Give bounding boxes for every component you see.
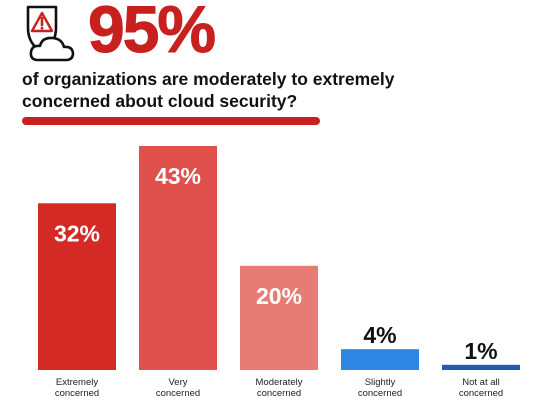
bar	[240, 265, 318, 370]
category-tick-label: Moderately	[256, 377, 303, 388]
category-tick-label: concerned	[459, 388, 503, 399]
bar-value-label: 4%	[363, 322, 396, 348]
bar-value-label: 1%	[464, 338, 497, 364]
bar	[341, 349, 419, 370]
bar-value-label: 20%	[256, 283, 302, 309]
headline-percentage: 95%	[87, 0, 216, 67]
category-tick-label: concerned	[55, 388, 99, 399]
category-tick-label: concerned	[156, 388, 200, 399]
bar-value-label: 32%	[54, 220, 100, 246]
category-tick-label: Slightly	[365, 377, 396, 388]
divider-bar	[22, 117, 320, 125]
category-tick-label: concerned	[257, 388, 301, 399]
subheadline: of organizations are moderately to extre…	[22, 69, 395, 111]
shield-warning-cloud-icon	[26, 5, 75, 62]
bar	[442, 364, 520, 370]
category-tick-label: Extremely	[56, 377, 98, 388]
bar-value-label: 43%	[155, 163, 201, 189]
category-tick-label: Very	[168, 377, 187, 388]
bar	[38, 203, 116, 370]
bar	[139, 146, 217, 370]
category-tick-label: Not at all	[462, 377, 500, 388]
category-tick-label: concerned	[358, 388, 402, 399]
